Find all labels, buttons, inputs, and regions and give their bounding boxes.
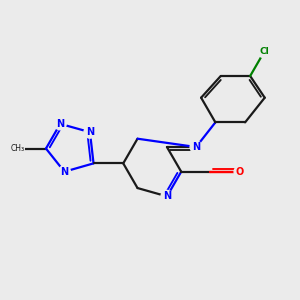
Circle shape — [258, 45, 271, 58]
Circle shape — [234, 166, 245, 177]
Text: N: N — [56, 119, 64, 129]
Circle shape — [54, 118, 66, 130]
Circle shape — [84, 126, 96, 138]
Text: Cl: Cl — [260, 47, 269, 56]
Circle shape — [190, 141, 202, 153]
Text: N: N — [192, 142, 200, 152]
Circle shape — [58, 166, 70, 178]
Text: N: N — [163, 191, 171, 201]
Text: N: N — [86, 127, 94, 137]
Circle shape — [161, 190, 173, 202]
Text: O: O — [236, 167, 244, 177]
Circle shape — [11, 142, 24, 155]
Text: N: N — [60, 167, 68, 177]
Text: CH₃: CH₃ — [11, 144, 25, 153]
